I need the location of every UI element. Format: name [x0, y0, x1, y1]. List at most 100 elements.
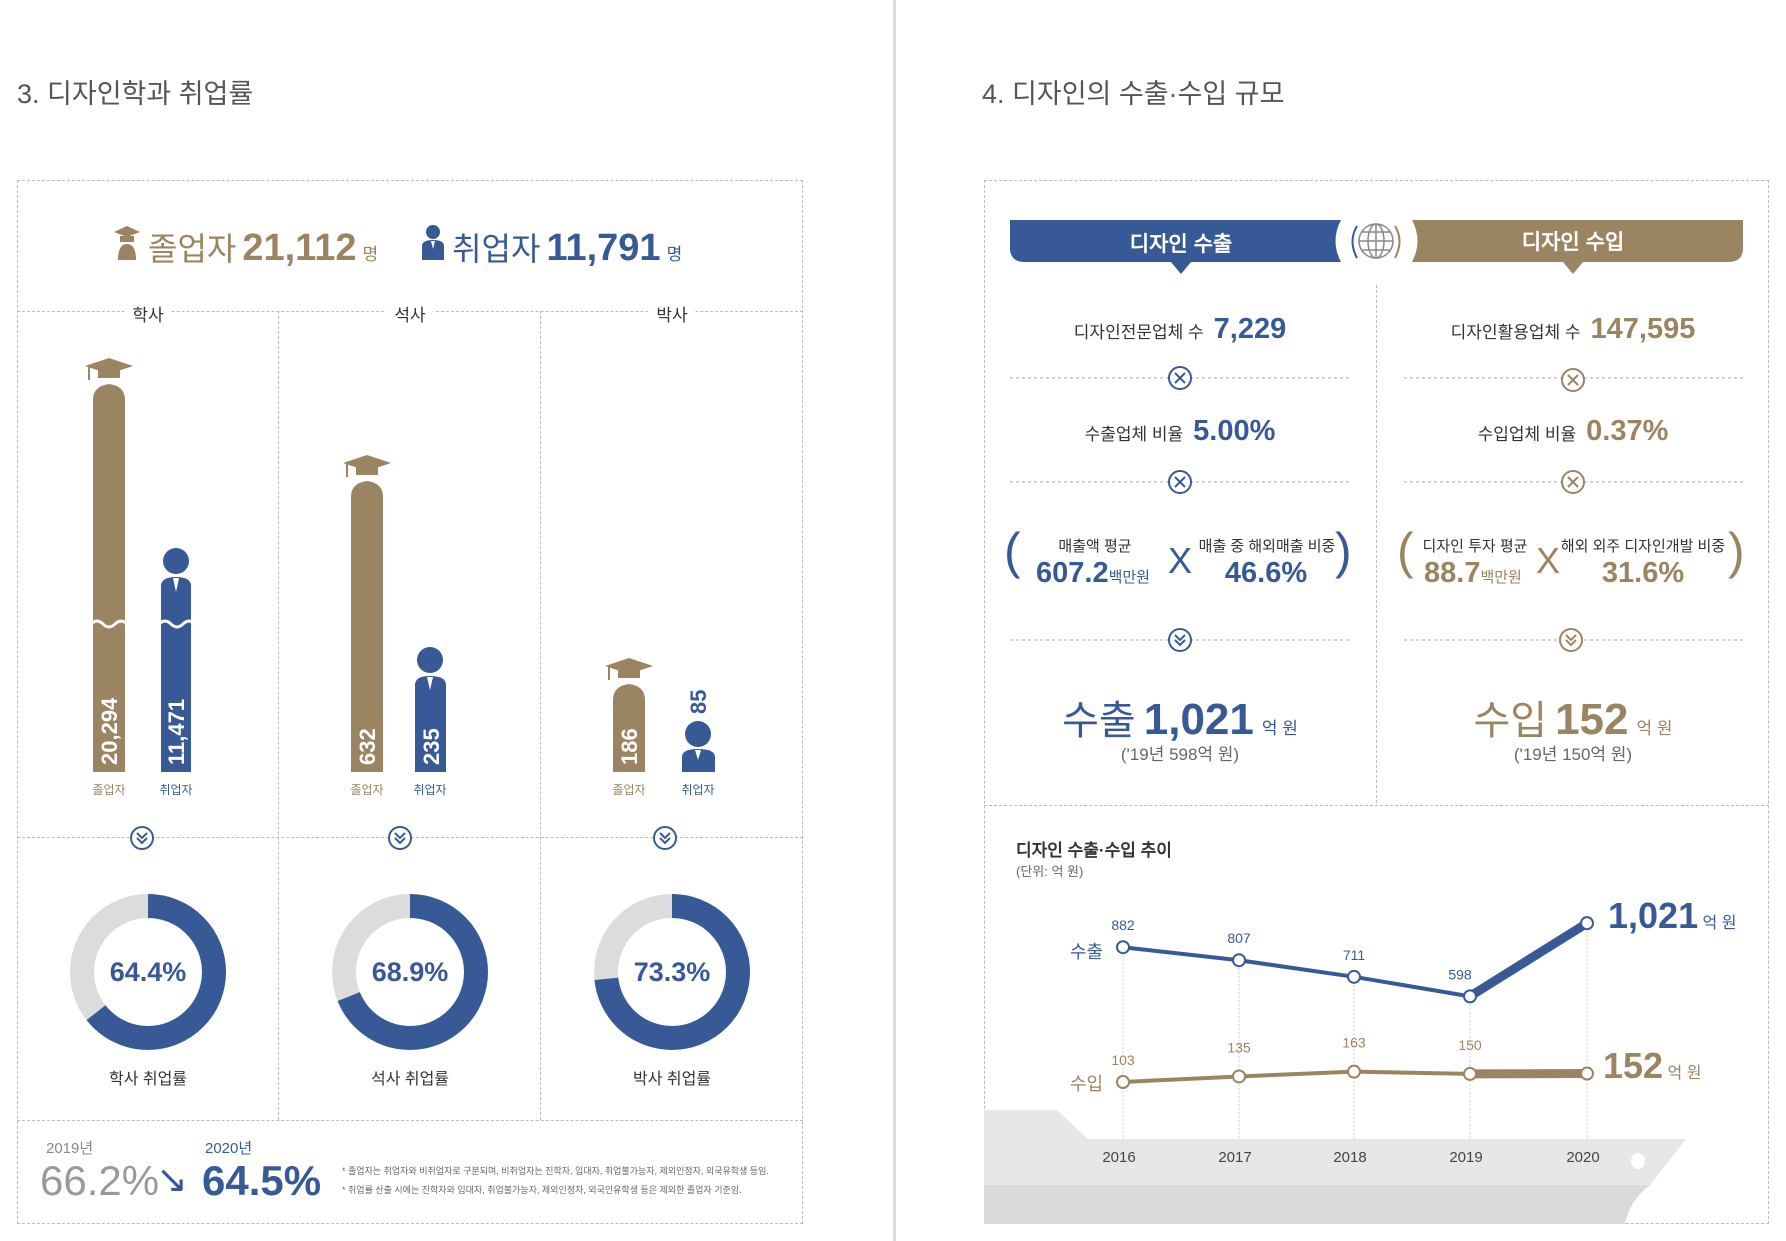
rate-value: 64.4% [109, 957, 187, 987]
year-prev: 2019년 [46, 1140, 94, 1157]
paren-open: ( [1397, 523, 1414, 579]
export-ratio-label: 수출업체 비율 [1084, 425, 1184, 444]
import-avg-label: 디자인 투자 평균 [1422, 538, 1528, 555]
bar-master-employed [415, 647, 446, 772]
bar-doctor-employed [682, 721, 715, 772]
employed-unit: 명 [666, 245, 683, 264]
bachelor-employed-value: 11,471 [164, 698, 189, 765]
export-avg-value: 607.2 [1036, 557, 1109, 589]
export-firms-value: 7,229 [1213, 313, 1287, 345]
page-divider [893, 0, 896, 1241]
divider [17, 1120, 803, 1121]
import-firms-label: 디자인활용업체 수 [1450, 323, 1581, 342]
export-end-value: 1,021 [1608, 895, 1699, 936]
export-share-label: 매출 중 해외매출 비중 [1198, 538, 1336, 555]
export-avg: 607.2백만원 [1036, 557, 1150, 590]
import-total-label: 수입 [1473, 699, 1548, 743]
import-share-value: 31.6% [1601, 557, 1685, 589]
export-total-unit: 억 원 [1261, 719, 1298, 738]
employment-bars [70, 357, 750, 1050]
donut-fill [70, 894, 226, 1050]
person-icon [422, 225, 445, 260]
degree-header-doctor: 박사 [648, 301, 696, 326]
rate-label: 학사 취업률 [108, 1071, 188, 1088]
employment-summary: 졸업자 21,112 명 취업자 11,791 명 [112, 224, 682, 270]
import-header: 디자인 수입 [1521, 231, 1625, 254]
divider [278, 311, 279, 1120]
export-total-value: 1,021 [1143, 695, 1254, 744]
import-avg-value: 88.7 [1424, 557, 1481, 589]
import-prev: ('19년 150억 원) [1513, 745, 1633, 764]
bar-label: 졸업자 [612, 783, 646, 797]
bar-bachelor-employed [157, 548, 197, 772]
paren-close: ) [1335, 523, 1352, 579]
bar-label: 취업자 [681, 783, 715, 797]
master-graduates-value: 632 [355, 728, 380, 765]
bar-label: 졸업자 [92, 783, 126, 797]
series-label-export: 수출 [1070, 942, 1104, 962]
import-total-value: 152 [1555, 695, 1629, 744]
series-label-import: 수입 [1070, 1074, 1104, 1094]
rate-value: 68.9% [371, 957, 449, 987]
export-prev: ('19년 598억 원) [1120, 745, 1240, 764]
double-chevron-icon [130, 826, 154, 850]
double-chevron-icon [388, 826, 412, 850]
year-curr: 2020년 [205, 1140, 253, 1157]
doctor-graduates-value: 186 [617, 728, 642, 765]
master-employed-value: 235 [419, 728, 444, 765]
section-title-employment: 3. 디자인학과 취업률 [17, 79, 254, 109]
import-end-value: 152 [1603, 1045, 1664, 1086]
chart-title: 디자인 수출·수입 추이 [1016, 841, 1172, 860]
bar-label: 졸업자 [350, 783, 384, 797]
export-end-unit: 억 원 [1702, 915, 1737, 932]
rate-label: 석사 취업률 [370, 1071, 450, 1088]
rate-prev: 66.2% [40, 1157, 160, 1204]
bar-doctor-graduates [604, 657, 654, 772]
bar-label: 취업자 [159, 783, 193, 797]
import-ratio-value: 0.37% [1586, 415, 1669, 447]
divider [1376, 285, 1377, 803]
export-ratio-value: 5.00% [1193, 415, 1276, 447]
export-share-value: 46.6% [1224, 557, 1308, 589]
donut-fill [332, 894, 488, 1050]
import-ratio-label: 수입업체 비율 [1477, 425, 1577, 444]
rate-value: 73.3% [633, 957, 711, 987]
rate-label: 박사 취업률 [632, 1071, 712, 1088]
graduate-icon [114, 226, 140, 260]
employment-panel [17, 180, 803, 1224]
employed-label: 취업자 [452, 231, 541, 267]
footnote: * 졸업자는 취업자와 비취업자로 구분되며, 비취업자는 진학자, 입대자, … [342, 1166, 769, 1176]
bar-label: 취업자 [413, 783, 447, 797]
graduates-unit: 명 [362, 245, 379, 264]
export-header: 디자인 수출 [1129, 233, 1233, 256]
chart-unit: (단위: 억 원) [1016, 864, 1084, 879]
paren-open: ( [1004, 523, 1021, 579]
export-total-label: 수출 [1062, 699, 1136, 743]
import-end-unit: 억 원 [1667, 1065, 1702, 1082]
times-icon: X [1536, 540, 1561, 581]
export-firms-label: 디자인전문업체 수 [1073, 323, 1204, 342]
rate-curr: 64.5% [202, 1157, 322, 1204]
times-icon: X [1168, 540, 1193, 581]
import-share-label: 해외 외주 디자인개발 비중 [1560, 538, 1726, 555]
degree-header-master: 석사 [386, 301, 434, 326]
export-avg-unit: 백만원 [1108, 569, 1150, 586]
divider [984, 805, 1769, 806]
divider [540, 311, 541, 1120]
import-avg: 88.7백만원 [1424, 557, 1522, 590]
employed-value: 11,791 [546, 227, 661, 269]
bar-master-graduates [342, 454, 392, 772]
import-avg-unit: 백만원 [1480, 569, 1522, 586]
arrow-down-right-icon: ↘ [156, 1159, 188, 1201]
double-chevron-icon [653, 826, 677, 850]
bachelor-graduates-value: 20,294 [97, 697, 122, 765]
footnote: * 취업률 산출 시에는 진학자와 입대자, 취업불가능자, 제외인정자, 외국… [342, 1185, 742, 1195]
section-title-trade: 4. 디자인의 수출·수입 규모 [982, 79, 1285, 109]
import-firms-value: 147,595 [1590, 313, 1696, 345]
import-total-unit: 억 원 [1636, 719, 1673, 738]
bar-bachelor-graduates [84, 357, 134, 772]
export-end-label: 1,021 억 원 [1608, 895, 1736, 937]
doctor-employed-value: 85 [686, 689, 711, 714]
graduates-label: 졸업자 [148, 231, 237, 267]
degree-header-bachelor: 학사 [124, 301, 172, 326]
